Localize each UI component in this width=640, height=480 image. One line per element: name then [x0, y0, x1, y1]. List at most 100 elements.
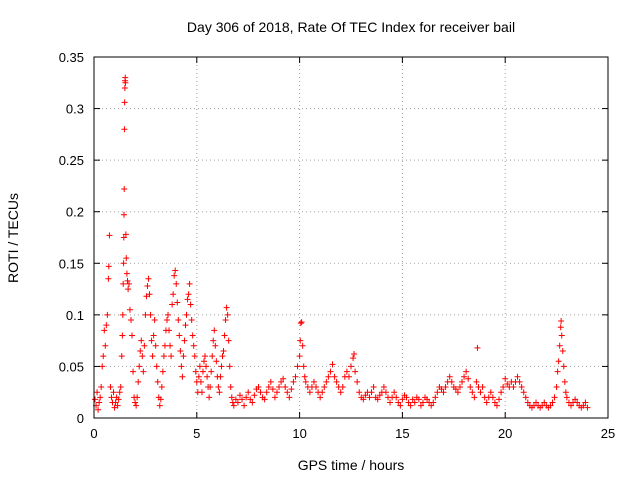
data-point: [96, 399, 103, 406]
y-tick-label: 0.05: [59, 359, 84, 374]
data-point: [432, 394, 439, 401]
data-point: [165, 311, 172, 318]
data-point: [448, 378, 455, 385]
data-point: [107, 384, 114, 391]
y-axis-label: ROTI / TECUs: [5, 193, 21, 283]
data-point: [179, 373, 186, 380]
data-point: [199, 368, 206, 375]
data-point: [500, 384, 507, 391]
data-point: [149, 353, 156, 360]
data-point: [216, 389, 223, 396]
data-point: [520, 389, 527, 396]
data-point: [474, 344, 481, 351]
data-point: [167, 342, 174, 349]
data-point: [282, 384, 289, 391]
data-point: [301, 373, 308, 380]
data-point: [157, 396, 164, 403]
data-point: [122, 74, 129, 81]
data-point: [292, 373, 299, 380]
data-point: [228, 394, 235, 401]
data-point: [454, 389, 461, 396]
data-point: [128, 317, 135, 324]
x-tick-label: 20: [498, 426, 512, 441]
data-point: [428, 402, 435, 409]
data-point: [134, 394, 141, 401]
y-tick-label: 0.3: [66, 102, 84, 117]
data-point: [446, 373, 453, 380]
data-point: [560, 363, 567, 370]
data-point: [572, 396, 579, 403]
data-point: [188, 317, 195, 324]
data-point: [227, 384, 234, 391]
data-point: [376, 392, 383, 399]
data-point: [108, 394, 115, 401]
data-point: [498, 389, 505, 396]
data-point: [136, 363, 143, 370]
data-point: [286, 394, 293, 401]
data-point: [152, 342, 159, 349]
data-point: [126, 306, 133, 313]
data-point: [184, 296, 191, 303]
data-point: [116, 389, 123, 396]
data-point: [249, 399, 256, 406]
data-point: [148, 337, 155, 344]
data-point: [215, 384, 222, 391]
data-point: [171, 272, 178, 279]
data-point: [284, 389, 291, 396]
data-point: [345, 373, 352, 380]
data-point: [142, 311, 149, 318]
data-point: [348, 363, 354, 370]
data-point: [197, 378, 204, 385]
data-point: [352, 368, 359, 375]
data-point: [170, 291, 177, 298]
data-point: [121, 99, 128, 106]
data-point: [125, 280, 132, 287]
data-point: [556, 342, 563, 349]
data-point: [143, 293, 150, 300]
data-point: [251, 392, 258, 399]
x-tick-label: 5: [193, 426, 200, 441]
data-point: [296, 353, 303, 360]
data-point: [176, 332, 183, 339]
data-point: [243, 394, 250, 401]
data-point: [192, 368, 199, 375]
data-points: [92, 74, 591, 413]
data-point: [584, 404, 591, 411]
data-point: [351, 351, 358, 358]
x-axis-label: GPS time / hours: [298, 457, 405, 473]
data-point: [417, 402, 424, 409]
data-point: [278, 378, 285, 385]
data-point: [557, 324, 564, 331]
data-point: [151, 317, 158, 324]
data-point: [146, 291, 153, 298]
data-point: [471, 394, 478, 401]
data-point: [298, 319, 305, 326]
data-point: [354, 378, 361, 385]
data-point: [99, 363, 106, 370]
chart-title: Day 306 of 2018, Rate Of TEC Index for r…: [187, 19, 515, 35]
data-point: [222, 317, 229, 324]
data-point: [391, 389, 398, 396]
data-point: [120, 234, 127, 241]
data-point: [186, 280, 193, 287]
data-point: [395, 399, 402, 406]
data-point: [191, 353, 198, 360]
data-point: [92, 396, 99, 403]
data-point: [121, 126, 128, 133]
data-point: [117, 384, 124, 391]
data-point: [442, 384, 449, 391]
data-point: [477, 389, 484, 396]
data-point: [582, 399, 589, 406]
data-point: [204, 373, 211, 380]
data-point: [483, 399, 490, 406]
data-point: [196, 363, 203, 370]
data-point: [465, 375, 472, 382]
y-tick-label: 0.35: [59, 50, 84, 65]
data-point: [189, 332, 196, 339]
x-tick-label: 25: [601, 426, 615, 441]
data-point: [456, 384, 463, 391]
data-point: [467, 384, 474, 391]
data-point: [514, 373, 521, 380]
data-point: [158, 384, 165, 391]
data-point: [297, 320, 304, 327]
